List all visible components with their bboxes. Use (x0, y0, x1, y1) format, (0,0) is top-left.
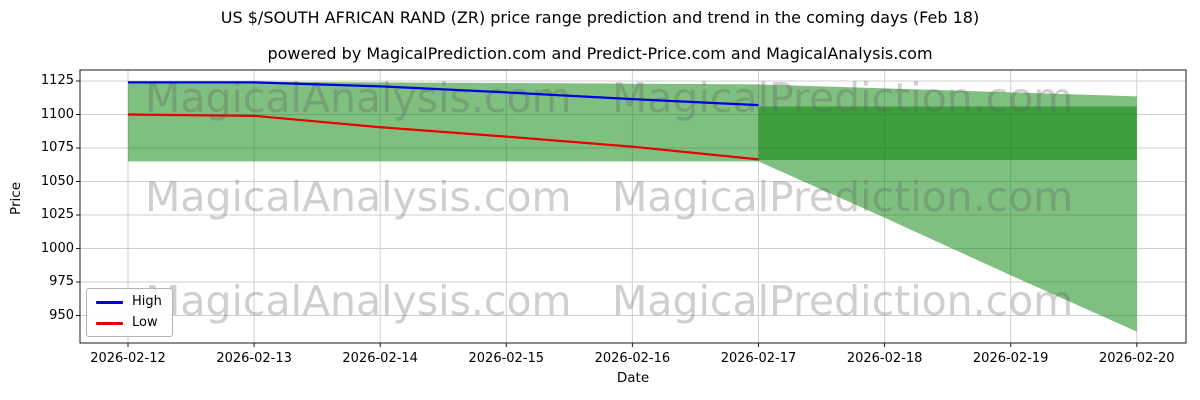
low-line-swatch (96, 321, 123, 325)
y-tick-label: 1000 (40, 240, 74, 256)
series-lines (127, 81, 759, 161)
legend-item-low: Low (96, 316, 162, 330)
y-tick-label: 950 (49, 307, 74, 323)
y-tick-label: 1100 (40, 106, 74, 122)
legend: High Low (86, 288, 173, 337)
legend-label-high: High (132, 294, 162, 309)
x-tick-label: 2026-02-15 (468, 351, 545, 366)
inner-range-band (758, 106, 1137, 161)
y-tick-label: 1025 (40, 207, 74, 222)
y-tick-label: 1075 (40, 140, 74, 155)
high-line-swatch (96, 300, 123, 304)
legend-label-low: Low (132, 315, 158, 330)
watermark-text: MagicalAnalysis.com (145, 173, 572, 221)
x-tick-label: 2026-02-17 (720, 351, 797, 366)
chart-title: US $/SOUTH AFRICAN RAND (ZR) price range… (220, 8, 980, 27)
x-tick-label: 2026-02-16 (594, 351, 671, 366)
y-tick-label: 975 (49, 274, 74, 289)
x-axis-title: Date (616, 370, 650, 386)
axes-frame (76, 69, 1187, 347)
x-tick-label: 2026-02-20 (1099, 351, 1175, 366)
watermark-text: MagicalPrediction.com (612, 74, 1073, 122)
legend-item-high: High (96, 295, 162, 309)
x-tick-label: 2026-02-14 (342, 351, 418, 366)
prediction-bands (128, 81, 1137, 332)
low-line (127, 113, 759, 161)
high-line (128, 81, 759, 107)
watermark-text: MagicalPrediction.com (612, 277, 1073, 325)
watermark-text: MagicalPrediction.com (612, 173, 1073, 221)
x-tick-label: 2026-02-12 (90, 351, 166, 366)
x-tick-label: 2026-02-18 (846, 351, 923, 366)
y-tick-label: 1050 (40, 173, 74, 189)
chart-subtitle: powered by MagicalPrediction.com and Pre… (267, 44, 933, 63)
x-tick-label: 2026-02-19 (972, 351, 1049, 366)
y-tick-label: 1125 (40, 73, 74, 88)
x-tick-label: 2026-02-13 (216, 351, 292, 366)
watermark-text: MagicalAnalysis.com (145, 277, 572, 325)
